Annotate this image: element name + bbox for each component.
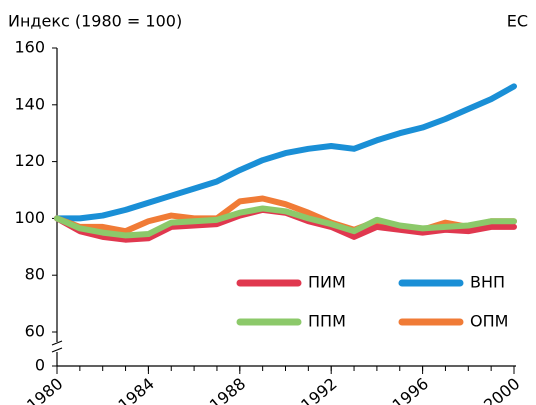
series-line (54, 83, 517, 222)
legend-label: ВНП (470, 273, 505, 292)
x-tick-label: 1996 (389, 374, 432, 405)
legend-label: ОПМ (470, 312, 508, 331)
region-label: ЕС (507, 12, 528, 31)
x-tick-label: 1984 (114, 374, 157, 405)
y-tick-label: 140 (14, 94, 45, 113)
x-tick-label: 1992 (297, 374, 340, 405)
x-tick-label: 2000 (480, 374, 523, 405)
x-tick-label: 1988 (206, 374, 249, 405)
series-line (54, 205, 517, 239)
y-tick-label: 60 (25, 322, 45, 341)
legend-label: ППМ (308, 312, 346, 331)
y-tick-label: 0 (35, 356, 45, 375)
y-axis-label: Индекс (1980 = 100) (8, 12, 182, 31)
x-tick-label: 1980 (23, 374, 66, 405)
axis-break (51, 340, 63, 353)
legend-label: ПИМ (308, 273, 346, 292)
y-tick-label: 160 (14, 38, 45, 57)
y-tick-label: 100 (14, 208, 45, 227)
y-tick-label: 80 (25, 265, 45, 284)
y-tick-label: 120 (14, 151, 45, 170)
